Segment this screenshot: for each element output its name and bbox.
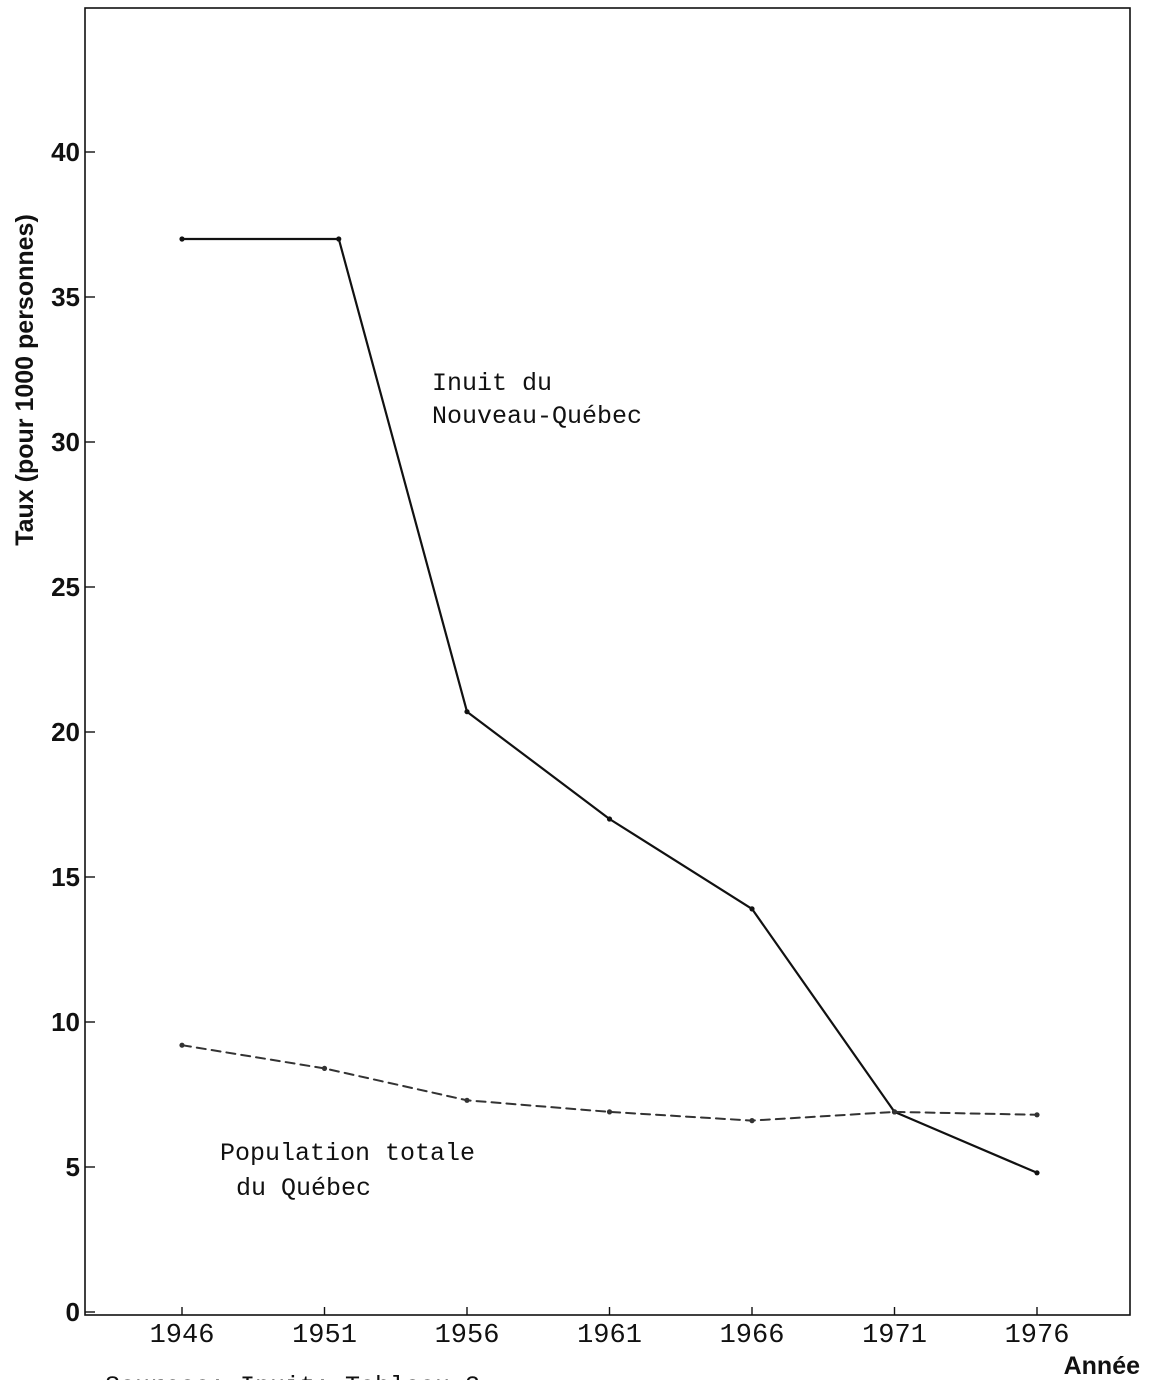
population-annotation-line2: du Québec: [236, 1174, 371, 1203]
x-tick-label: 1971: [862, 1321, 927, 1351]
x-tick-label: 1946: [150, 1321, 215, 1351]
y-tick-label: 15: [51, 862, 80, 892]
inuit-series-line: [180, 237, 1039, 1174]
y-tick-label: 40: [51, 137, 80, 167]
quebec-data-point: [606, 1109, 613, 1115]
inuit-data-point: [749, 906, 755, 912]
inuit-data-point: [336, 236, 342, 242]
quebec-data-point: [179, 1042, 185, 1048]
x-tick-label: 1956: [435, 1321, 500, 1351]
sources-footer: Sources: Inuit: Tableau 3: [105, 1372, 480, 1380]
inuit-data-point: [179, 236, 185, 242]
quebec-data-point: [464, 1097, 470, 1103]
inuit-data-point: [464, 709, 470, 715]
quebec-data-point: [1034, 1112, 1040, 1118]
inuit-annotation-line1: Inuit du: [432, 369, 552, 398]
x-tick-label: 1951: [292, 1321, 357, 1351]
plot-frame: [84, 7, 1131, 1316]
y-tick-label: 20: [51, 717, 80, 747]
y-tick-label: 0: [66, 1297, 80, 1327]
x-tick-label: 1976: [1005, 1321, 1070, 1351]
y-tick-label: 30: [51, 427, 80, 457]
quebec-data-point: [321, 1065, 328, 1071]
x-tick-label: 1966: [720, 1321, 785, 1351]
y-tick-label: 5: [66, 1152, 80, 1182]
inuit-data-point: [1034, 1170, 1040, 1176]
quebec-data-point: [891, 1109, 898, 1115]
inuit-annotation-line2: Nouveau-Québec: [432, 402, 642, 431]
x-axis-label: Année: [1064, 1352, 1141, 1380]
quebec-series-line: [181, 1044, 1038, 1122]
y-axis-label: Taux (pour 1000 personnes): [11, 214, 39, 546]
quebec-data-point: [749, 1118, 755, 1124]
x-tick-label: 1961: [577, 1321, 642, 1351]
y-tick-label: 10: [51, 1007, 80, 1037]
y-tick-label: 35: [51, 282, 80, 312]
population-annotation-line1: Population totale: [220, 1139, 475, 1168]
inuit-data-point: [606, 816, 613, 822]
y-tick-label: 25: [51, 572, 80, 602]
